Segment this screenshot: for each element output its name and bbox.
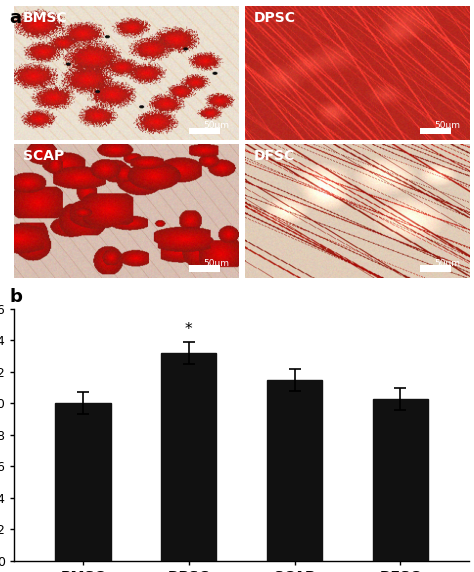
Bar (189, 265, 220, 272)
Bar (267, 380, 322, 561)
Bar (420, 265, 451, 272)
Text: SCAP: SCAP (23, 149, 64, 163)
Text: b: b (9, 288, 22, 305)
Text: 50μm: 50μm (434, 121, 460, 130)
Text: DFSC: DFSC (254, 149, 295, 163)
Text: *: * (185, 322, 192, 337)
Text: BMSC: BMSC (23, 11, 68, 25)
Bar (373, 399, 428, 561)
Text: 50μm: 50μm (203, 121, 229, 130)
Text: 50μm: 50μm (434, 259, 460, 268)
Bar (161, 353, 216, 561)
Bar (420, 128, 451, 134)
Text: a: a (9, 9, 21, 26)
Bar (55, 403, 110, 561)
Text: DPSC: DPSC (254, 11, 296, 25)
Text: 50μm: 50μm (203, 259, 229, 268)
Bar (189, 128, 220, 134)
